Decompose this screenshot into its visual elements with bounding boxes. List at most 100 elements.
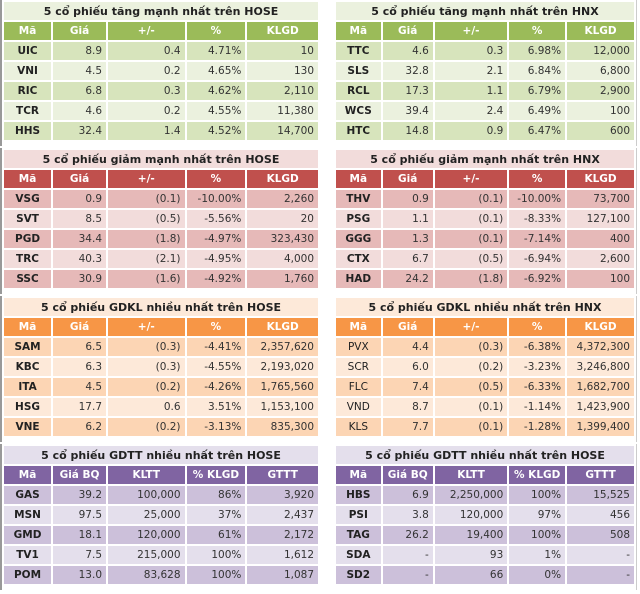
cell-value: -4.26% <box>186 378 246 396</box>
cell-value: 86% <box>186 486 246 504</box>
column-header: +/- <box>108 170 185 188</box>
cell-value: 3.8 <box>382 506 433 524</box>
table-row: PSG 1.1 (0.1) -8.33% 127,100 <box>336 210 634 228</box>
cell-value: 508 <box>567 526 634 544</box>
cell-value: 6.0 <box>382 358 433 376</box>
column-header: Mã <box>336 466 381 484</box>
cell-value: 6.2 <box>53 418 107 436</box>
cell-value: 39.2 <box>53 486 107 504</box>
table-row: VSG 0.9 (0.1) -10.00% 2,260 <box>4 190 318 208</box>
cell-value: 3.51% <box>186 398 246 416</box>
cell-value: -3.13% <box>186 418 246 436</box>
cell-value: (0.2) <box>108 418 185 436</box>
table-row: PVX 4.4 (0.3) -6.38% 4,372,300 <box>336 338 634 356</box>
column-header: +/- <box>108 318 185 336</box>
column-header: Giá <box>53 170 107 188</box>
cell-value: 0.9 <box>53 190 107 208</box>
table-row: RCL 17.3 1.1 6.79% 2,900 <box>336 82 634 100</box>
table-row: KBC 6.3 (0.3) -4.55% 2,193,020 <box>4 358 318 376</box>
cell-value: (0.3) <box>108 358 185 376</box>
cell-value: 127,100 <box>567 210 634 228</box>
cell-value: - <box>567 566 634 584</box>
cell-value: 2,437 <box>247 506 318 524</box>
cell-value: -10.00% <box>186 190 246 208</box>
cell-value: (1.8) <box>108 230 185 248</box>
cell-value: 97% <box>509 506 566 524</box>
table-row: VNI 4.5 0.2 4.65% 130 <box>4 62 318 80</box>
cell-value: -4.55% <box>186 358 246 376</box>
cell-value: 24.2 <box>382 270 433 288</box>
cell-value: 0% <box>509 566 566 584</box>
cell-value: 100 <box>567 102 634 120</box>
cell-value: 14.8 <box>382 122 433 140</box>
column-header: Giá <box>382 22 433 40</box>
cell-value: 1,153,100 <box>247 398 318 416</box>
cell-value: 32.4 <box>53 122 107 140</box>
stock-code: SAM <box>4 338 52 356</box>
cell-value: -1.28% <box>509 418 566 436</box>
table-title: 5 cổ phiếu GDTT nhiều nhất trên HOSE <box>4 446 318 464</box>
column-header: KLGD <box>567 170 634 188</box>
table-row: THV 0.9 (0.1) -10.00% 73,700 <box>336 190 634 208</box>
cell-value: 15,525 <box>567 486 634 504</box>
cell-value: 835,300 <box>247 418 318 436</box>
cell-value: 39.4 <box>382 102 433 120</box>
cell-value: -6.33% <box>509 378 566 396</box>
column-header: % <box>186 22 246 40</box>
table-losers-hose: 5 cổ phiếu giảm mạnh nhất trên HOSE Mã Giá… <box>0 148 320 294</box>
cell-value: 100% <box>509 526 566 544</box>
cell-value: 1,423,900 <box>567 398 634 416</box>
stock-code: HSG <box>4 398 52 416</box>
cell-value: 2.4 <box>434 102 508 120</box>
cell-value: 8.7 <box>382 398 433 416</box>
cell-value: (0.1) <box>434 230 508 248</box>
column-header: % <box>509 22 566 40</box>
cell-value: 18.1 <box>53 526 107 544</box>
table-row: VNE 6.2 (0.2) -3.13% 835,300 <box>4 418 318 436</box>
cell-value: 6.7 <box>382 250 433 268</box>
cell-value: 19,400 <box>434 526 508 544</box>
cell-value: (0.3) <box>434 338 508 356</box>
column-header: % <box>509 170 566 188</box>
column-header: Giá <box>382 318 433 336</box>
stock-code: THV <box>336 190 381 208</box>
column-header: Giá <box>53 318 107 336</box>
column-header: Giá <box>382 170 433 188</box>
column-header: Giá BQ <box>53 466 107 484</box>
table-title: 5 cổ phiếu tăng mạnh nhất trên HOSE <box>4 2 318 20</box>
stock-code: POM <box>4 566 52 584</box>
cell-value: 25,000 <box>108 506 185 524</box>
column-header: Mã <box>336 170 381 188</box>
cell-value: 2.1 <box>434 62 508 80</box>
table-gainers-hnx: 5 cổ phiếu tăng mạnh nhất trên HNX Mã Giá +… <box>334 0 637 146</box>
cell-value: 4.55% <box>186 102 246 120</box>
cell-value: 0.9 <box>382 190 433 208</box>
cell-value: 3,920 <box>247 486 318 504</box>
cell-value: 6.8 <box>53 82 107 100</box>
stock-code: MSN <box>4 506 52 524</box>
stock-code: GMD <box>4 526 52 544</box>
table-row: HAD 24.2 (1.8) -6.92% 100 <box>336 270 634 288</box>
cell-value: 1,765,560 <box>247 378 318 396</box>
table-row: SCR 6.0 (0.2) -3.23% 3,246,800 <box>336 358 634 376</box>
column-header: KLTT <box>434 466 508 484</box>
column-header: % <box>509 318 566 336</box>
cell-value: 4.62% <box>186 82 246 100</box>
cell-value: (0.5) <box>434 250 508 268</box>
cell-value: 20 <box>247 210 318 228</box>
cell-value: 6.5 <box>53 338 107 356</box>
cell-value: 8.9 <box>53 42 107 60</box>
column-header: KLGD <box>567 318 634 336</box>
stock-code: TAG <box>336 526 381 544</box>
cell-value: 100% <box>186 546 246 564</box>
stock-code: SD2 <box>336 566 381 584</box>
cell-value: 2,172 <box>247 526 318 544</box>
cell-value: 400 <box>567 230 634 248</box>
table-title: 5 cổ phiếu GDTT nhiều nhất trên HOSE <box>336 446 634 464</box>
cell-value: (0.3) <box>108 338 185 356</box>
column-header: +/- <box>434 318 508 336</box>
column-header: KLGD <box>247 22 318 40</box>
cell-value: 1.1 <box>382 210 433 228</box>
table-row: KLS 7.7 (0.1) -1.28% 1,399,400 <box>336 418 634 436</box>
cell-value: 0.3 <box>108 82 185 100</box>
